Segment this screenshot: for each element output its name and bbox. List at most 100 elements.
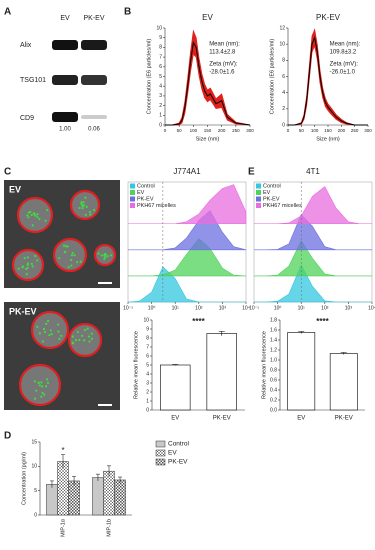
scale-bar — [98, 404, 112, 406]
legend-swatch — [130, 183, 135, 189]
annotation: -26.0±1.0 — [330, 70, 356, 76]
vesicle — [38, 332, 41, 335]
vesicle — [41, 385, 44, 388]
legend-label: Control — [168, 441, 190, 448]
bar — [160, 364, 191, 411]
x-tick-label: 250 — [351, 128, 359, 133]
vesicle — [73, 254, 76, 257]
blot-row: CD9 — [20, 115, 34, 122]
vesicle — [109, 254, 113, 257]
data-line — [288, 35, 368, 126]
y-tick-label: 6 — [159, 64, 162, 70]
chart-title: PK-EV — [316, 13, 341, 22]
vesicle — [41, 340, 45, 343]
legend-swatch — [256, 196, 261, 202]
vesicle — [87, 335, 91, 338]
vesicle — [58, 337, 61, 340]
vesicle — [21, 265, 25, 268]
panel-label: E — [248, 167, 255, 178]
x-tick-label: 10⁴ — [368, 305, 375, 311]
bar — [287, 332, 316, 411]
vesicle — [82, 201, 85, 204]
x-tick-label: 10¹ — [298, 305, 306, 311]
y-axis-label: Relative mean fluorescence — [133, 331, 139, 399]
y-tick-label: 10 — [143, 317, 149, 323]
x-tick-label: 10² — [195, 305, 203, 311]
bar — [57, 461, 69, 516]
vesicle — [90, 337, 94, 340]
vesicle — [69, 258, 73, 262]
x-tick-label: MIP-1b — [106, 519, 112, 537]
y-tick-label: 9 — [146, 326, 149, 332]
y-tick-label: 8 — [159, 45, 162, 51]
x-tick-label: 50 — [299, 128, 305, 133]
vesicle — [45, 322, 48, 325]
y-tick-label: 6 — [282, 74, 285, 80]
western-blot: EV PK-EV Alix TSG101 CD9 1.00 0.06 — [20, 15, 107, 133]
panel-label: A — [4, 7, 11, 18]
vesicle — [46, 378, 49, 381]
vesicle — [35, 389, 38, 392]
blot-quant: 0.06 — [88, 127, 100, 133]
vesicle — [42, 327, 46, 331]
y-tick-label: 1.2 — [270, 347, 277, 353]
vesicle — [46, 381, 50, 385]
y-tick-label: 1.0 — [270, 357, 277, 363]
legend-label: EV — [263, 190, 271, 196]
vesicle — [34, 254, 37, 258]
vesicle — [57, 330, 60, 333]
vesicle — [84, 213, 87, 216]
vesicle — [66, 245, 69, 248]
vesicle — [41, 391, 44, 395]
blot-band — [81, 40, 107, 50]
vesicle — [57, 323, 60, 326]
vesicle — [103, 254, 106, 257]
error-bar — [218, 330, 225, 336]
x-tick-label: 150 — [204, 128, 212, 133]
legend-label: PKH67 micelles — [137, 203, 176, 209]
vesicle — [81, 207, 84, 210]
annotation: Zeta (mV): — [330, 62, 359, 68]
y-tick-label: 15 — [31, 439, 37, 445]
legend-label: EV — [168, 450, 177, 457]
x-tick-label: 150 — [324, 128, 332, 133]
legend-swatch — [256, 203, 261, 208]
x-tick-label: PK-EV — [335, 416, 353, 422]
legend-swatch — [130, 203, 135, 208]
vesicle — [85, 205, 88, 208]
histogram-curve — [128, 210, 247, 251]
bar — [92, 477, 104, 516]
bar — [103, 470, 115, 516]
vesicle — [46, 319, 50, 323]
vesicle — [76, 261, 79, 264]
vesicle — [44, 385, 48, 388]
vesicle — [24, 267, 28, 270]
histogram-curve — [254, 264, 372, 303]
legend-label: Control — [263, 183, 281, 189]
x-tick-label: 10⁻¹ — [123, 305, 133, 311]
y-tick-label: 1.4 — [270, 337, 277, 343]
vesicle — [25, 273, 28, 276]
y-tick-label: 0 — [159, 122, 162, 128]
blot-row: TSG101 — [20, 77, 46, 84]
vesicle — [90, 332, 93, 335]
y-tick-label: 7 — [159, 54, 162, 60]
vesicle — [26, 214, 29, 217]
histogram-curve — [254, 186, 372, 225]
x-tick-label: 100 — [190, 128, 198, 133]
vesicle — [36, 216, 39, 219]
vesicle — [88, 211, 92, 214]
x-tick-label: EV — [297, 416, 305, 422]
y-tick-label: 2 — [146, 389, 149, 395]
vesicle — [27, 211, 30, 214]
error-bar — [118, 476, 123, 483]
x-tick-label: 300 — [364, 128, 372, 133]
vesicle — [100, 254, 103, 257]
y-tick-label: 8 — [146, 335, 149, 341]
y-tick-label: 0 — [146, 407, 149, 413]
vesicle — [33, 380, 36, 383]
vesicle — [71, 341, 74, 344]
significance: **** — [192, 317, 205, 326]
chart-title: 4T1 — [306, 167, 320, 176]
error-bar — [172, 364, 179, 366]
